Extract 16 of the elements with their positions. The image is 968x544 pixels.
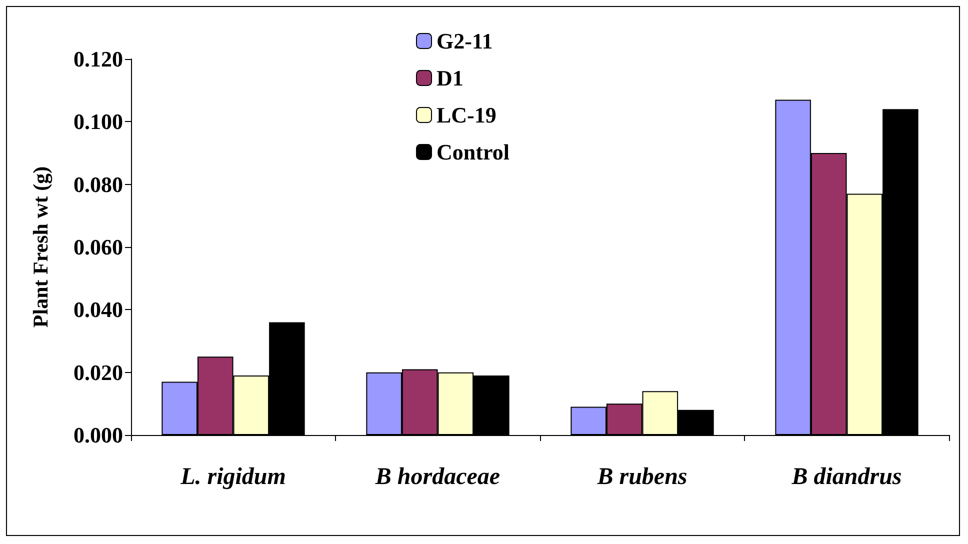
y-tick-label: 0.000 [74,422,123,448]
y-tick-label: 0.100 [74,109,123,134]
legend-label: G2-11 [436,28,493,54]
legend-label: LC-19 [436,102,496,128]
y-tick-label: 0.120 [74,46,123,72]
x-tick-label: B diandrus [790,464,902,490]
legend-label: D1 [436,66,464,90]
x-tick-label: B rubens [596,464,688,490]
y-tick-label: 0.060 [74,234,123,260]
y-tick-label: 0.020 [74,360,123,385]
x-tick-label: B hordaceae [374,464,500,490]
y-tick-label: 0.040 [74,297,123,322]
y-tick-label: 0.080 [74,172,123,197]
y-axis-title: Plant Fresh wt (g) [28,166,52,328]
legend-label: Control [436,140,510,164]
x-tick-label: L. rigidum [180,464,286,490]
